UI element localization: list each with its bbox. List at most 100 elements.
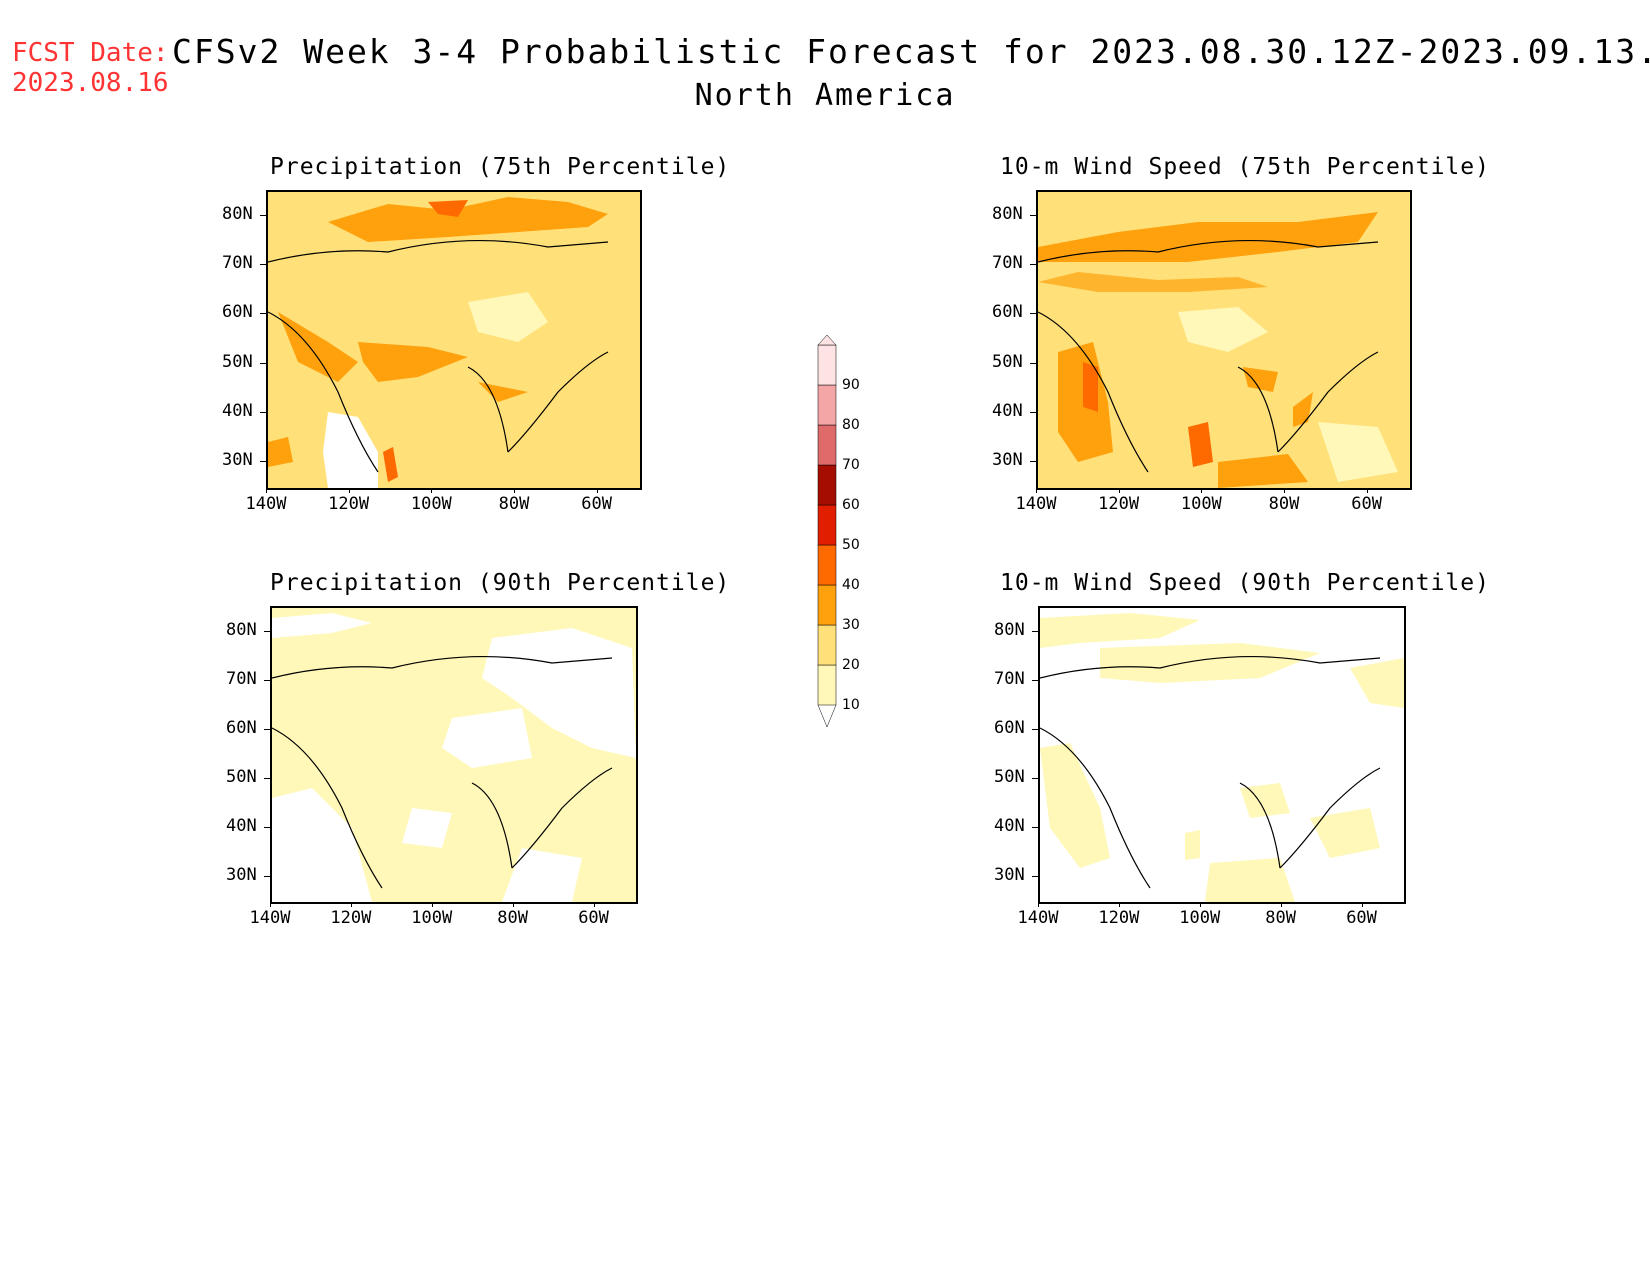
lon-tick (1201, 488, 1203, 493)
lat-label: 50N (226, 766, 257, 787)
colorbar-level-label: 30 (842, 617, 860, 633)
lat-label: 40N (222, 401, 253, 421)
colorbar-swatch (817, 424, 837, 466)
colorbar-level-label: 40 (842, 577, 860, 593)
colorbar-swatch (817, 464, 837, 506)
lat-label: 40N (994, 815, 1025, 836)
lat-label: 30N (222, 450, 253, 471)
lat-label: 80N (226, 619, 257, 640)
forecast-date-value: 2023.08.16 (12, 68, 169, 98)
lon-label: 140W (1017, 908, 1059, 928)
lat-label: 50N (222, 351, 253, 372)
lat-tick (1030, 461, 1036, 463)
lat-label: 80N (222, 203, 253, 224)
colorbar-swatch (817, 624, 837, 666)
panel-title-wind-75: 10-m Wind Speed (75th Percentile) (1000, 154, 1490, 180)
colorbar-level-label: 90 (842, 377, 860, 393)
lon-label: 80W (1265, 908, 1297, 928)
colorbar-bottom-arrow (817, 704, 837, 728)
lon-label: 120W (328, 494, 370, 514)
lon-label: 120W (1098, 494, 1140, 514)
lat-label: 80N (994, 619, 1025, 640)
lat-label: 70N (992, 253, 1023, 273)
lat-label: 30N (226, 864, 257, 885)
lon-tick (350, 902, 352, 907)
lat-tick (260, 264, 266, 265)
lat-label: 70N (222, 253, 253, 273)
lat-label: 70N (226, 668, 257, 689)
lon-tick (596, 488, 598, 493)
lat-tick (260, 362, 266, 364)
lon-tick (512, 902, 514, 907)
lon-label: 60W (581, 494, 613, 514)
colorbar-swatch (817, 664, 837, 706)
lat-label: 80N (992, 203, 1023, 224)
lon-label: 120W (330, 908, 372, 928)
map-wind-90 (1038, 606, 1406, 904)
lon-label: 100W (1179, 908, 1221, 928)
lon-label: 120W (1098, 908, 1140, 928)
lon-label: 100W (411, 908, 453, 928)
colorbar-level-label: 10 (842, 697, 860, 713)
lat-label: 40N (226, 815, 257, 836)
colorbar-level-label: 50 (842, 537, 860, 553)
lat-tick (1032, 679, 1038, 681)
map-wind-75 (1036, 190, 1412, 490)
lat-tick (264, 777, 270, 779)
lat-label: 50N (992, 351, 1023, 372)
lat-tick (1030, 362, 1036, 364)
lon-label: 140W (1015, 494, 1057, 514)
lat-tick (264, 679, 270, 681)
lat-label: 50N (994, 766, 1025, 787)
lat-label: 60N (992, 302, 1023, 323)
lat-tick (1032, 630, 1038, 632)
lat-tick (1030, 264, 1036, 265)
lon-label: 60W (1351, 494, 1383, 514)
lat-label: 30N (992, 450, 1023, 471)
lat-label: 30N (994, 864, 1025, 885)
colorbar-swatch (817, 344, 837, 386)
panel-title-precip-90: Precipitation (90th Percentile) (270, 570, 731, 596)
colorbar-swatch (817, 544, 837, 586)
lat-tick (260, 214, 266, 216)
lat-tick (260, 313, 266, 315)
lon-tick (514, 488, 515, 493)
colorbar-level-label: 70 (842, 457, 860, 473)
colorbar-swatch (817, 504, 837, 546)
lon-tick (1199, 902, 1201, 907)
panel-title-wind-90: 10-m Wind Speed (90th Percentile) (1000, 570, 1490, 596)
lat-tick (1032, 777, 1038, 779)
colorbar-level-label: 60 (842, 497, 860, 513)
lat-tick (260, 461, 266, 463)
lat-tick (264, 875, 270, 877)
lat-tick (1030, 313, 1036, 315)
colorbar-level-label: 20 (842, 657, 860, 673)
lon-tick (1280, 902, 1282, 907)
lon-tick (1284, 488, 1285, 493)
lon-tick (593, 902, 595, 907)
panel-title-precip-75: Precipitation (75th Percentile) (270, 154, 731, 180)
lon-tick (1036, 488, 1037, 493)
lat-label: 70N (994, 668, 1025, 689)
lon-label: 80W (497, 908, 529, 928)
colorbar-top-arrow (817, 334, 837, 346)
lon-tick (1366, 488, 1368, 493)
colorbar-level-label: 80 (842, 417, 860, 433)
colorbar-swatches (817, 334, 837, 728)
lon-tick (1118, 488, 1120, 493)
lat-label: 60N (226, 717, 257, 738)
lat-tick (1032, 728, 1038, 730)
map-precip-90 (270, 606, 638, 904)
colorbar-legend: 10 20 30 40 50 60 70 80 90 (812, 334, 882, 735)
lon-label: 60W (578, 908, 609, 928)
lat-tick (1032, 875, 1038, 877)
colorbar-swatch (817, 384, 837, 426)
lon-label: 80W (1268, 494, 1300, 514)
lat-tick (1032, 826, 1038, 828)
lat-label: 60N (994, 717, 1025, 738)
lon-label: 80W (498, 494, 530, 514)
lat-tick (264, 826, 270, 828)
lon-label: 140W (249, 908, 291, 928)
lon-label: 60W (1346, 908, 1377, 928)
lon-tick (431, 902, 433, 907)
